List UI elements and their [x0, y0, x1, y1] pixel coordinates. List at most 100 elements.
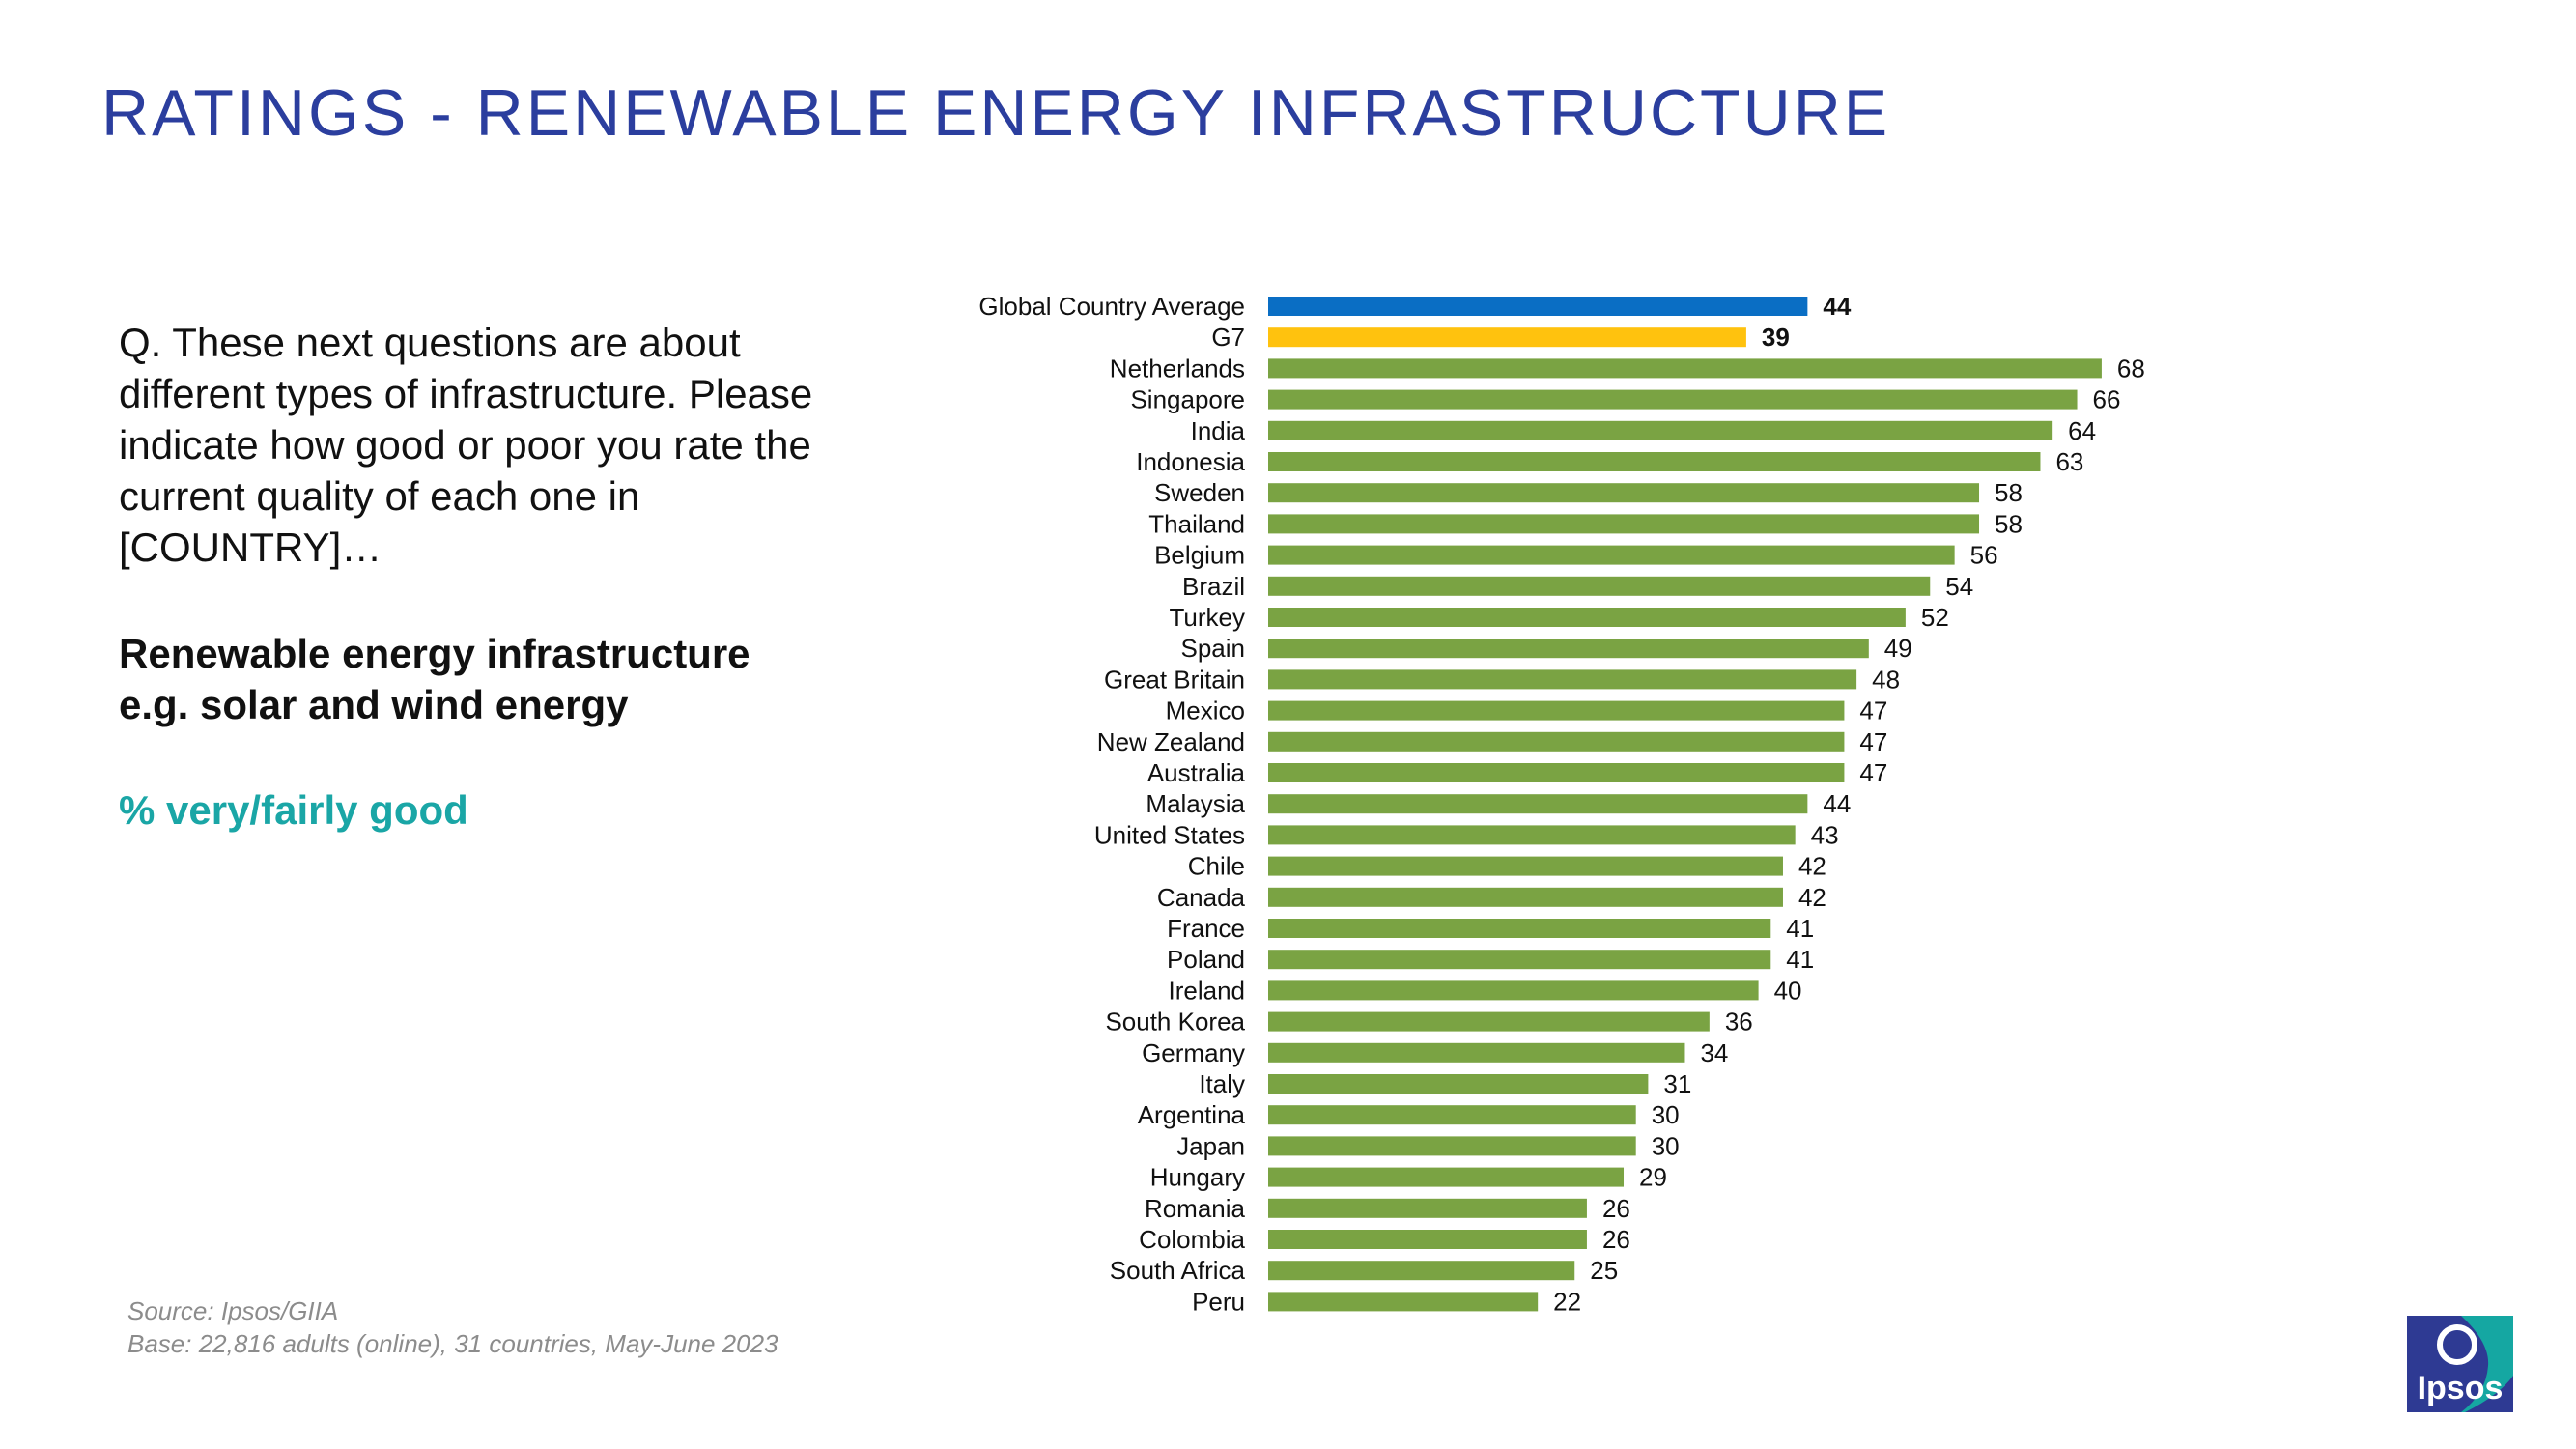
logo-teal-shape	[2461, 1316, 2513, 1412]
category-label: Hungary	[1150, 1163, 1245, 1192]
bar	[1268, 1011, 1710, 1032]
bar	[1268, 420, 2053, 440]
value-label: 54	[1945, 572, 1973, 601]
bar	[1268, 389, 2078, 410]
value-label: 44	[1823, 292, 1851, 321]
category-label: Colombia	[1139, 1225, 1245, 1254]
category-label: Thailand	[1148, 509, 1245, 538]
bar	[1268, 794, 1808, 814]
value-label: 41	[1786, 914, 1814, 943]
bar	[1268, 1292, 1539, 1312]
category-label: South Korea	[1105, 1008, 1245, 1037]
category-label: Sweden	[1154, 478, 1245, 507]
category-label: Peru	[1192, 1287, 1245, 1316]
category-label: Turkey	[1170, 603, 1246, 632]
value-label: 30	[1652, 1131, 1680, 1160]
base-line: Base: 22,816 adults (online), 31 countri…	[127, 1329, 778, 1358]
category-label: South Africa	[1110, 1256, 1246, 1285]
category-label: Great Britain	[1104, 665, 1245, 694]
topic-text: Renewable energy infrastructure e.g. sol…	[119, 628, 853, 730]
value-label: 48	[1872, 665, 1900, 694]
bar-chart: Global Country Average 44 G7 39 Netherlands 6…	[978, 292, 2145, 1316]
bar	[1268, 887, 1783, 907]
bar	[1268, 358, 2102, 379]
value-label: 47	[1859, 696, 1887, 725]
bar	[1268, 639, 1869, 659]
bar	[1268, 1042, 1685, 1063]
category-label: Netherlands	[1110, 354, 1245, 383]
value-label: 58	[1995, 478, 2023, 507]
category-label: United States	[1094, 820, 1245, 849]
category-label: India	[1191, 416, 1246, 445]
value-label: 66	[2093, 385, 2121, 414]
value-label: 49	[1884, 634, 1912, 663]
bar	[1268, 1261, 1575, 1281]
value-label: 56	[1970, 541, 1998, 570]
value-label: 22	[1553, 1287, 1581, 1316]
bar	[1268, 483, 1980, 503]
value-label: 52	[1921, 603, 1949, 632]
bar	[1268, 700, 1845, 721]
value-label: 36	[1725, 1008, 1753, 1037]
value-label: 42	[1798, 852, 1826, 881]
category-label: Romania	[1145, 1194, 1246, 1223]
bar	[1268, 608, 1906, 627]
measure-label: % very/fairly good	[119, 787, 468, 833]
bar	[1268, 1105, 1636, 1125]
bar	[1268, 950, 1771, 970]
bar	[1268, 1198, 1587, 1218]
category-label: Singapore	[1130, 385, 1245, 414]
value-label: 47	[1859, 727, 1887, 756]
ipsos-logo: Ipsos	[2407, 1316, 2513, 1412]
value-label: 58	[1995, 509, 2023, 538]
logo-text: Ipsos	[2418, 1370, 2504, 1406]
value-label: 39	[1762, 323, 1790, 352]
value-label: 30	[1652, 1100, 1680, 1129]
category-label: Poland	[1167, 945, 1245, 974]
bar	[1268, 825, 1796, 845]
bar	[1268, 763, 1845, 782]
value-label: 31	[1663, 1069, 1691, 1098]
bar	[1268, 856, 1783, 876]
value-label: 40	[1774, 976, 1802, 1005]
value-label: 42	[1798, 883, 1826, 912]
logo-ring-icon	[2437, 1324, 2477, 1365]
bar	[1268, 297, 1808, 316]
category-label: Argentina	[1138, 1100, 1246, 1129]
bar	[1268, 919, 1771, 938]
category-label: Indonesia	[1136, 447, 1245, 476]
value-label: 25	[1590, 1256, 1618, 1285]
category-label: Chile	[1188, 852, 1245, 881]
value-label: 26	[1602, 1225, 1630, 1254]
bar	[1268, 327, 1746, 348]
category-label: Spain	[1181, 634, 1246, 663]
source-line: Source: Ipsos/GIIA	[127, 1296, 339, 1325]
category-label: G7	[1211, 323, 1245, 352]
value-label: 68	[2117, 354, 2145, 383]
category-label: Italy	[1199, 1069, 1245, 1098]
question-text: Q. These next questions are about differ…	[119, 320, 813, 570]
bar	[1268, 980, 1759, 1001]
topic-line-2: e.g. solar and wind energy	[119, 682, 629, 727]
value-label: 64	[2068, 416, 2096, 445]
category-label: France	[1167, 914, 1245, 943]
bar	[1268, 669, 1857, 690]
bar	[1268, 1074, 1649, 1094]
category-label: Malaysia	[1146, 789, 1245, 818]
topic-line-1: Renewable energy infrastructure	[119, 631, 750, 676]
bar	[1268, 514, 1980, 534]
bar	[1268, 731, 1845, 752]
bar	[1268, 452, 2041, 471]
bar	[1268, 1167, 1625, 1187]
value-label: 43	[1811, 820, 1839, 849]
value-label: 34	[1700, 1038, 1728, 1067]
category-label: Brazil	[1182, 572, 1245, 601]
category-label: Ireland	[1169, 976, 1246, 1005]
value-label: 41	[1786, 945, 1814, 974]
value-label: 29	[1639, 1163, 1667, 1192]
bar	[1268, 1230, 1587, 1249]
category-label: Germany	[1142, 1038, 1245, 1067]
category-label: Belgium	[1154, 541, 1245, 570]
value-label: 44	[1823, 789, 1851, 818]
category-label: New Zealand	[1097, 727, 1245, 756]
